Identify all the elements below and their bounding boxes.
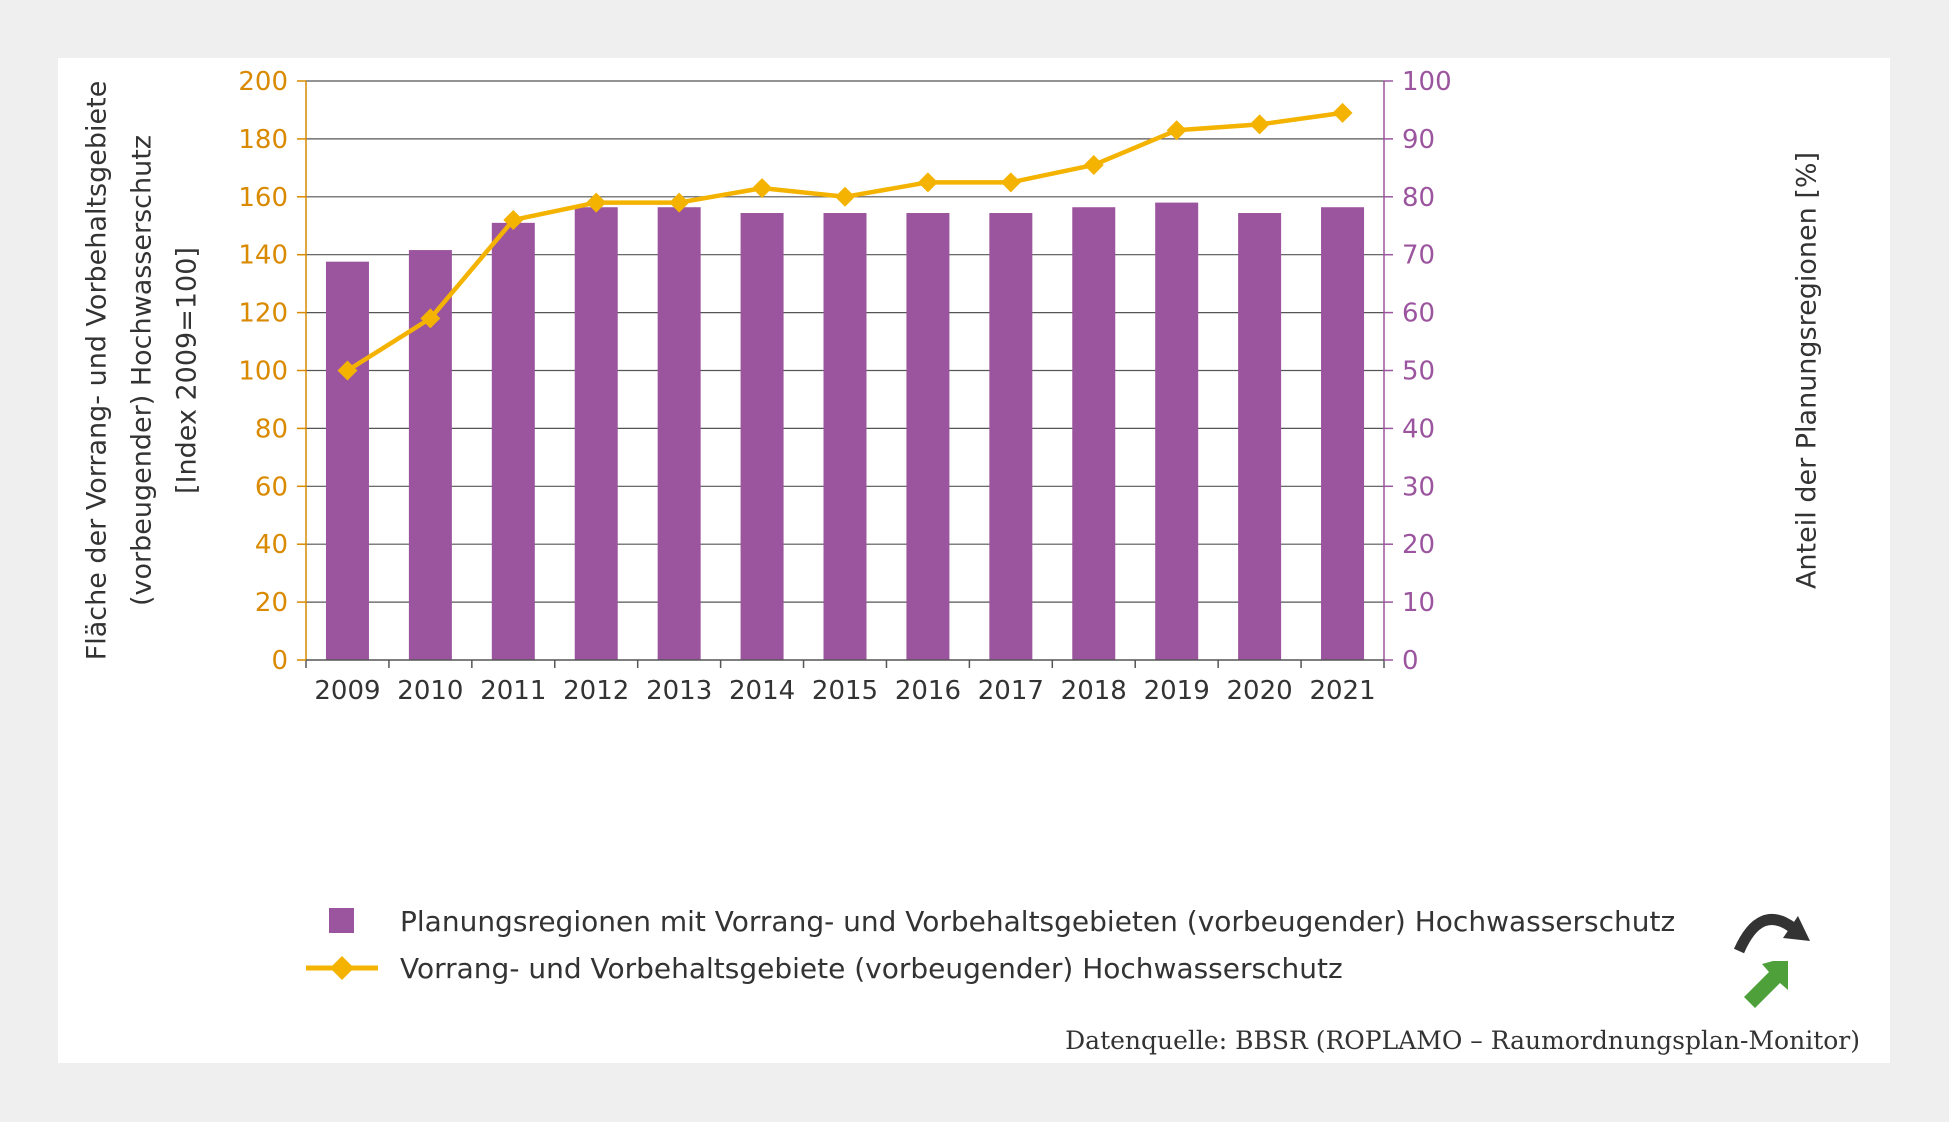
bar-2018 (1072, 207, 1116, 661)
left-axis-title-line: (vorbeugender) Hochwasserschutz (127, 135, 158, 606)
x-tick-label-2015: 2015 (812, 676, 878, 706)
left-tick-label: 60 (255, 472, 288, 502)
line-marker-2020 (1249, 114, 1270, 135)
x-tick-label-2011: 2011 (480, 676, 546, 706)
x-tick-label-2013: 2013 (646, 676, 712, 706)
legend-line-marker (330, 956, 354, 980)
line-series (337, 102, 1353, 381)
left-axis-title-line: Fläche der Vorrang- und Vorbehaltsgebiet… (82, 81, 113, 661)
left-tick-label: 80 (255, 414, 288, 444)
legend-line-label: Vorrang- und Vorbehaltsgebiete (vorbeuge… (400, 952, 1343, 985)
right-tick-label: 10 (1402, 588, 1435, 618)
left-axis-title-line: [Index 2009=100] (172, 247, 203, 494)
line-marker-2015 (835, 186, 855, 207)
x-tick-label-2012: 2012 (563, 676, 629, 706)
x-tick-label-2021: 2021 (1309, 676, 1375, 706)
chart-card: 0 20 40 60 80 100 120 140 160 180 200 0 10 20 30 40 50 60… (58, 58, 1890, 1063)
left-tick-label: 0 (271, 646, 288, 676)
bar-2021 (1321, 207, 1365, 661)
bar-2017 (989, 213, 1033, 660)
bar-2015 (823, 213, 867, 660)
right-tick-label: 60 (1402, 299, 1435, 329)
x-tick-label-2019: 2019 (1144, 676, 1210, 706)
tick-labels: 0 20 40 60 80 100 120 140 160 180 200 0 10 20 30 40 50 60… (238, 67, 1451, 706)
x-tick-label-2009: 2009 (314, 676, 380, 706)
axes (297, 80, 1393, 668)
right-axis-title: Anteil der Planungsregionen [%] (1792, 152, 1823, 589)
line-marker-2018 (1083, 154, 1104, 175)
line-marker-2009 (337, 360, 358, 381)
line-marker-2010 (420, 308, 441, 329)
legend: Planungsregionen mit Vorrang- und Vorbeh… (306, 905, 1675, 985)
bar-2009 (325, 261, 369, 660)
line-marker-2017 (1000, 172, 1021, 193)
bar-2014 (740, 213, 784, 660)
right-tick-label: 20 (1402, 530, 1435, 560)
right-tick-label: 40 (1402, 414, 1435, 444)
x-tick-label-2010: 2010 (397, 676, 463, 706)
line-marker-2012 (586, 192, 607, 213)
left-tick-label: 120 (238, 299, 288, 329)
line-marker-2014 (752, 178, 773, 199)
right-tick-label: 80 (1402, 183, 1435, 213)
x-tick-label-2016: 2016 (895, 676, 961, 706)
line-marker-2013 (669, 192, 690, 213)
right-tick-label: 30 (1402, 472, 1435, 502)
chart: 0 20 40 60 80 100 120 140 160 180 200 0 10 20 30 40 50 60… (82, 67, 1823, 1008)
bar-2011 (491, 222, 535, 661)
x-tick-label-2014: 2014 (729, 676, 795, 706)
data-source-note: Datenquelle: BBSR (ROPLAMO – Raumordnung… (1065, 1026, 1860, 1055)
left-tick-label: 40 (255, 530, 288, 560)
line-marker-2019 (1166, 120, 1187, 141)
line-marker-2011 (503, 209, 524, 230)
right-tick-label: 50 (1402, 357, 1435, 387)
left-tick-label: 100 (238, 357, 288, 387)
left-tick-label: 180 (238, 125, 288, 155)
x-tick-label-2018: 2018 (1061, 676, 1127, 706)
bar-2020 (1238, 213, 1282, 660)
trend-curve-arrow-icon (1733, 914, 1810, 954)
right-tick-label: 100 (1402, 67, 1452, 97)
trend-up-arrow-icon (1744, 961, 1788, 1008)
right-tick-label: 90 (1402, 125, 1435, 155)
left-tick-label: 200 (238, 67, 288, 97)
line-marker-2021 (1332, 102, 1353, 123)
left-tick-label: 140 (238, 241, 288, 271)
left-tick-label: 160 (238, 183, 288, 213)
right-tick-label: 70 (1402, 241, 1435, 271)
axis-labels: Fläche der Vorrang- und Vorbehaltsgebiet… (82, 81, 1823, 661)
bar-2019 (1155, 202, 1199, 660)
legend-bar-swatch (329, 908, 354, 933)
bar-2016 (906, 213, 950, 660)
x-tick-label-2020: 2020 (1227, 676, 1293, 706)
legend-bar-label: Planungsregionen mit Vorrang- und Vorbeh… (400, 905, 1675, 938)
x-tick-label-2017: 2017 (978, 676, 1044, 706)
bar-2012 (574, 207, 618, 661)
left-tick-label: 20 (255, 588, 288, 618)
line-marker-2016 (917, 172, 938, 193)
right-tick-label: 0 (1402, 646, 1419, 676)
bar-2013 (657, 207, 701, 661)
bars (325, 202, 1365, 661)
